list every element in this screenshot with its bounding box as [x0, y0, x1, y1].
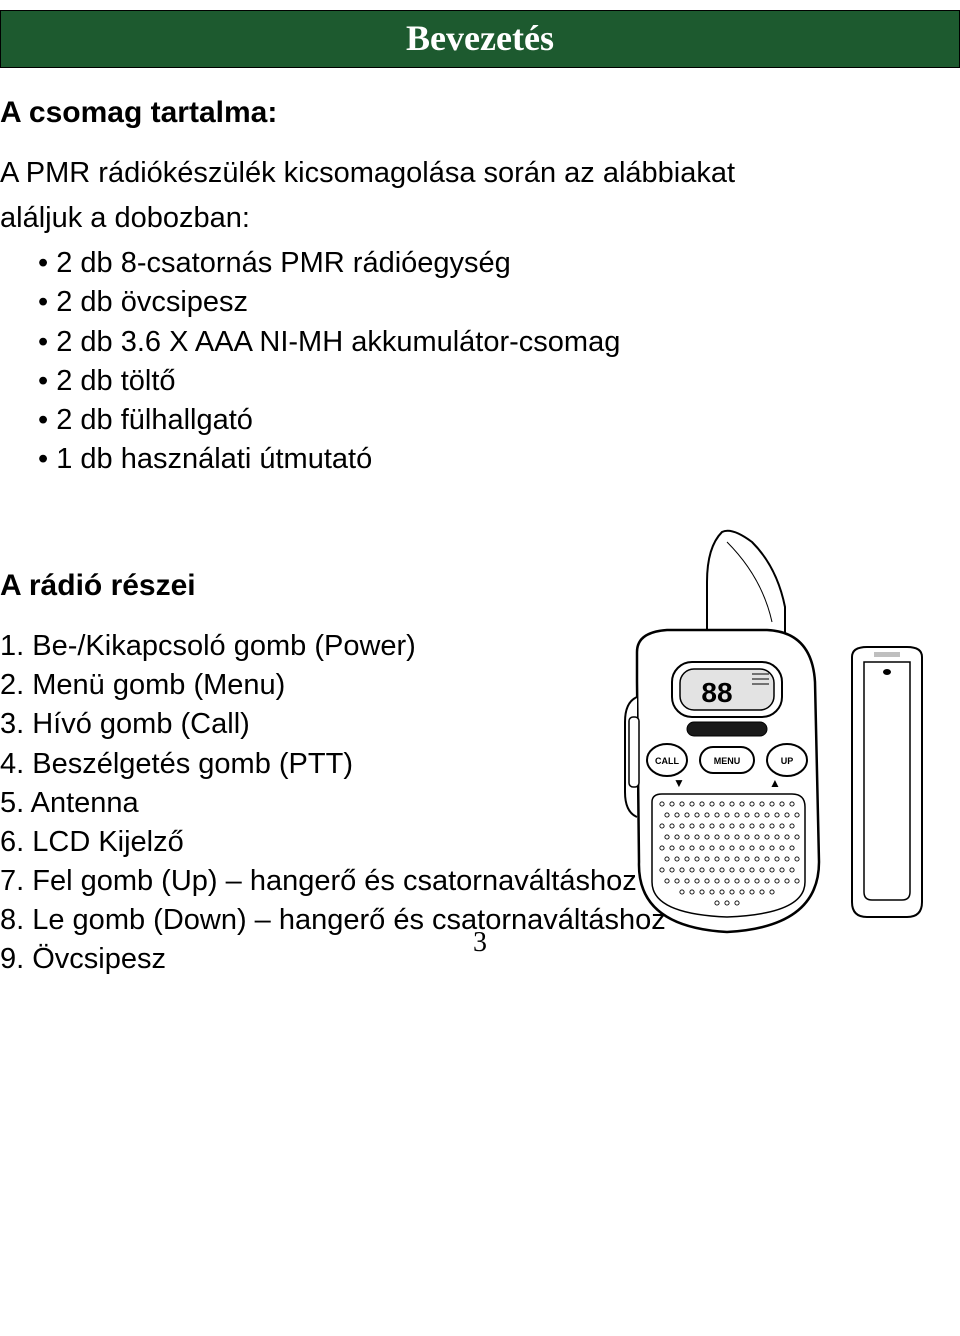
intro-line-2: aláljuk a dobozban:	[0, 199, 960, 238]
list-item: 2 db fülhallgató	[38, 401, 960, 440]
title-text: Bevezetés	[406, 18, 554, 58]
svg-text:▲: ▲	[769, 776, 781, 790]
speaker-grille	[652, 794, 805, 917]
belt-clip-drawing	[852, 647, 922, 917]
heading-package-contents: A csomag tartalma:	[0, 96, 960, 130]
button-menu-label: MENU	[714, 756, 741, 766]
title-bar: Bevezetés	[0, 10, 960, 68]
svg-text:▼: ▼	[673, 776, 685, 790]
list-item: 2 db töltő	[38, 362, 960, 401]
intro-line-1: A PMR rádiókészülék kicsomagolása során …	[0, 154, 960, 193]
radio-device-drawing: 88 CALL MENU UP ▼ ▲	[625, 531, 819, 932]
list-item: 2 db övcsipesz	[38, 283, 960, 322]
section-package-contents: A csomag tartalma: A PMR rádiókészülék k…	[0, 96, 960, 479]
list-item: 2 db 3.6 X AAA NI-MH akkumulátor-csomag	[38, 323, 960, 362]
radio-illustration: 88 CALL MENU UP ▼ ▲	[567, 522, 932, 952]
lcd-display-text: 88	[701, 677, 732, 708]
button-call-label: CALL	[655, 756, 679, 766]
list-item: 2 db 8-csatornás PMR rádióegység	[38, 244, 960, 283]
button-up-label: UP	[781, 756, 794, 766]
list-item: 1 db használati útmutató	[38, 440, 960, 479]
page-number: 3	[473, 927, 487, 959]
package-contents-list: 2 db 8-csatornás PMR rádióegység 2 db öv…	[0, 244, 960, 479]
